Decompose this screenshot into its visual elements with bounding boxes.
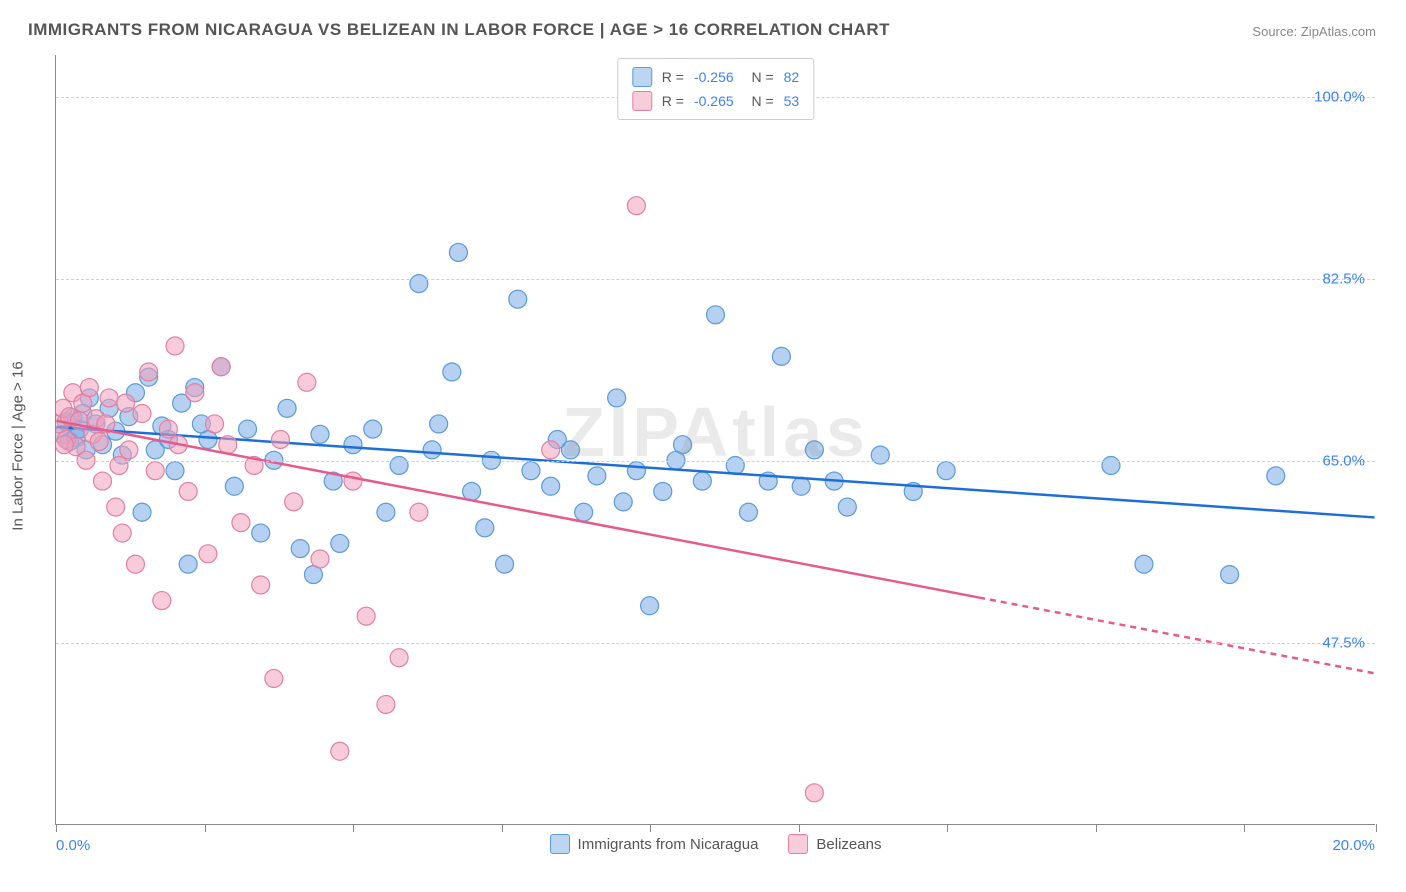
legend-item: Belizeans [788, 834, 881, 854]
swatch-icon [632, 91, 652, 111]
plot-area: R = -0.256 N = 82 R = -0.265 N = 53 ZIPA… [55, 55, 1375, 825]
y-tick-label: 47.5% [1322, 634, 1365, 651]
legend-item: Immigrants from Nicaragua [550, 834, 759, 854]
r-label: R = [662, 69, 684, 85]
y-axis-title: In Labor Force | Age > 16 [10, 361, 27, 530]
source-attr: Source: ZipAtlas.com [1252, 24, 1376, 39]
n-value: 53 [784, 93, 800, 109]
r-value: -0.256 [694, 69, 734, 85]
y-tick-label: 65.0% [1322, 452, 1365, 469]
source-label: Source: [1252, 24, 1297, 39]
r-label: R = [662, 93, 684, 109]
legend-label: Immigrants from Nicaragua [578, 836, 759, 853]
legend-label: Belizeans [816, 836, 881, 853]
n-label: N = [744, 93, 774, 109]
x-max-label: 20.0% [1332, 837, 1375, 854]
series-legend: Immigrants from Nicaragua Belizeans [550, 834, 882, 854]
y-tick-label: 82.5% [1322, 270, 1365, 287]
x-min-label: 0.0% [56, 837, 90, 854]
swatch-icon [788, 834, 808, 854]
n-value: 82 [784, 69, 800, 85]
y-tick-label: 100.0% [1314, 88, 1365, 105]
scatter-canvas [56, 55, 1375, 824]
r-value: -0.265 [694, 93, 734, 109]
swatch-icon [550, 834, 570, 854]
swatch-icon [632, 67, 652, 87]
correlation-legend: R = -0.256 N = 82 R = -0.265 N = 53 [617, 58, 814, 120]
source-value: ZipAtlas.com [1301, 24, 1376, 39]
n-label: N = [744, 69, 774, 85]
chart-title: IMMIGRANTS FROM NICARAGUA VS BELIZEAN IN… [28, 20, 890, 40]
legend-row: R = -0.265 N = 53 [632, 89, 799, 113]
legend-row: R = -0.256 N = 82 [632, 65, 799, 89]
